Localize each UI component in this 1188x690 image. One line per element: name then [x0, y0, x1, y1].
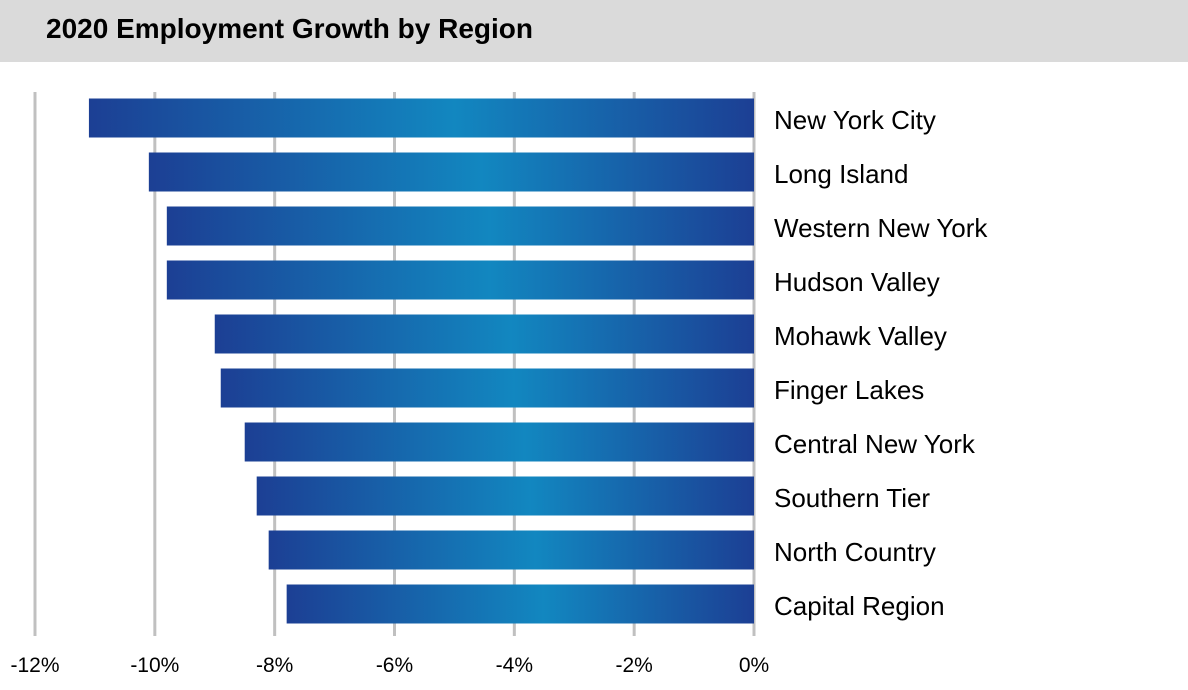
category-label: New York City	[774, 105, 936, 135]
bar	[148, 152, 754, 192]
x-tick-label: -8%	[256, 654, 293, 677]
category-label: Long Island	[774, 159, 908, 189]
category-label: North Country	[774, 537, 936, 567]
chart-header: 2020 Employment Growth by Region	[0, 0, 1188, 62]
category-label: Central New York	[774, 429, 976, 459]
x-tick-label: 0%	[739, 654, 769, 677]
bar	[166, 260, 755, 300]
x-axis-ticks: -12% -10% -8% -6% -4% -2% 0%	[10, 654, 769, 677]
bar	[244, 422, 755, 462]
category-label: Hudson Valley	[774, 267, 940, 297]
x-tick-label: -4%	[496, 654, 533, 677]
category-label: Finger Lakes	[774, 375, 924, 405]
bar	[88, 98, 755, 138]
category-label: Southern Tier	[774, 483, 930, 513]
x-tick-label: -10%	[130, 654, 179, 677]
bar	[214, 314, 754, 354]
x-tick-label: -2%	[615, 654, 652, 677]
category-label: Western New York	[774, 213, 988, 243]
bar	[256, 476, 754, 516]
bar	[268, 530, 754, 570]
bar	[166, 206, 755, 246]
category-label: Capital Region	[774, 591, 945, 621]
bar	[286, 584, 754, 624]
bar	[220, 368, 754, 408]
x-tick-label: -12%	[10, 654, 59, 677]
bars	[88, 98, 755, 624]
x-tick-label: -6%	[376, 654, 413, 677]
chart-title: 2020 Employment Growth by Region	[46, 13, 533, 44]
category-labels: New York City Long Island Western New York…	[774, 105, 988, 621]
category-label: Mohawk Valley	[774, 321, 947, 351]
